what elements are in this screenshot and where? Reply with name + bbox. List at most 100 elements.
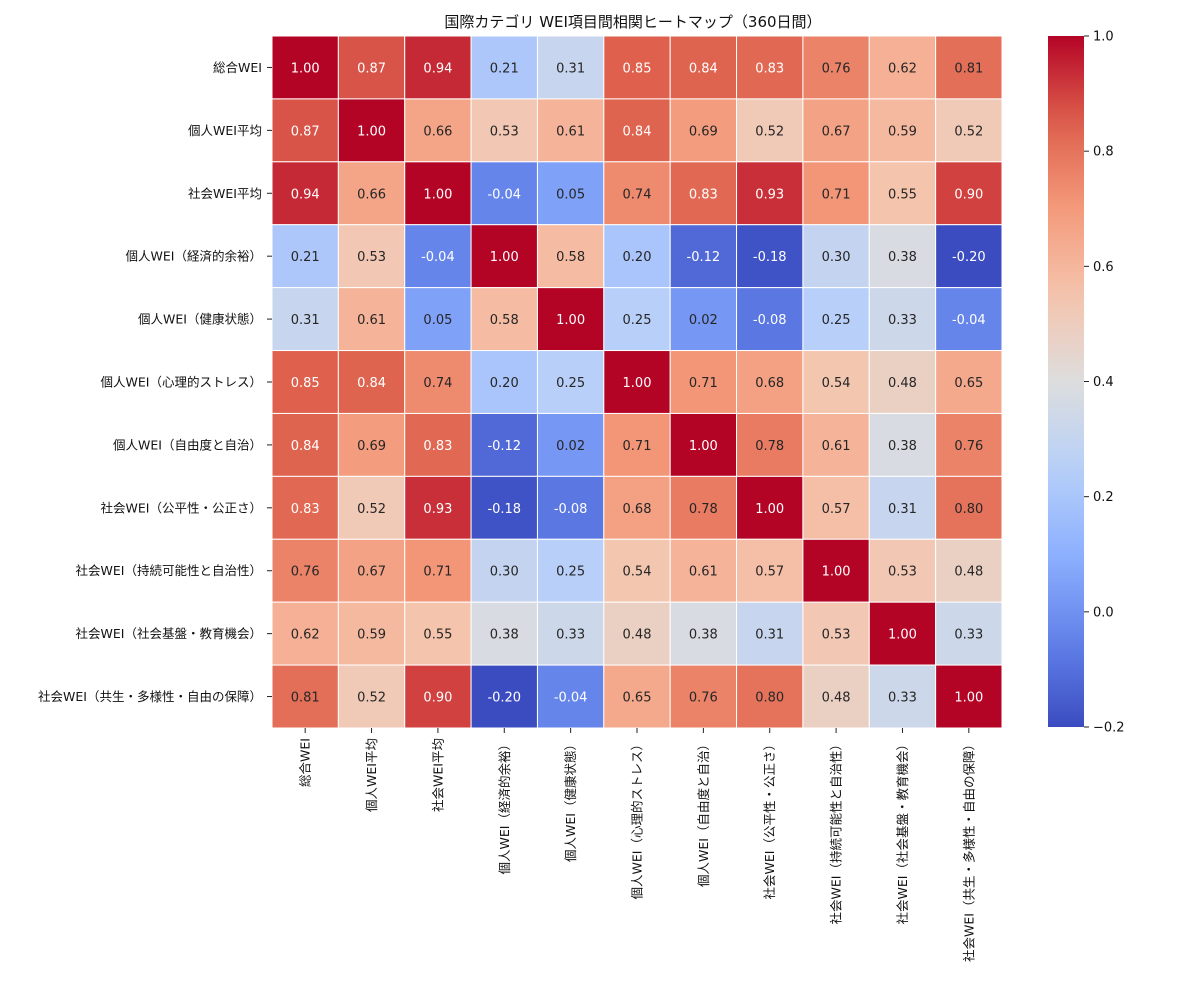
cell-value-label: 0.61 (689, 565, 718, 580)
cell-value-label: 0.38 (888, 439, 917, 454)
heatmap-cell (736, 538, 804, 603)
cell-value-label: 0.58 (556, 250, 585, 265)
heatmap-cell (536, 224, 605, 289)
x-tick-label: 個人WEI（心理的ストレス） (630, 738, 645, 899)
heatmap-cell (337, 475, 406, 540)
heatmap-cell (868, 475, 937, 540)
cell-value-label: 0.74 (423, 376, 452, 391)
cell-value-label: 0.30 (490, 565, 519, 580)
heatmap-cell (470, 412, 538, 477)
y-tick-label: 社会WEI（持続可能性と自治性） (76, 563, 262, 578)
cell-value-label: 0.67 (822, 124, 851, 139)
heatmap-cell (868, 35, 937, 100)
cell-value-label: 0.59 (357, 628, 386, 643)
heatmap-cell (603, 224, 671, 289)
x-tick-label: 個人WEI（経済的余裕） (497, 738, 512, 874)
cell-value-label: 0.33 (954, 628, 983, 643)
cell-value-label: 0.83 (689, 187, 718, 202)
heatmap-cell (404, 412, 472, 477)
y-tick-label: 社会WEI（公平性・公正さ） (101, 500, 262, 515)
cell-value-label: 0.68 (623, 502, 652, 517)
cell-value-label: 1.00 (556, 313, 585, 328)
cell-value-label: -0.08 (554, 502, 588, 517)
heatmap-cell (536, 161, 605, 226)
y-tick-label: 総合WEI (213, 60, 262, 75)
cell-value-label: -0.08 (753, 313, 787, 328)
y-tick-label: 社会WEI（共生・多様性・自由の保障） (38, 689, 262, 704)
colorbar-tick-label: −0.2 (1093, 721, 1125, 736)
cell-value-label: 0.76 (822, 61, 851, 76)
cell-value-label: 0.65 (954, 376, 983, 391)
cell-value-label: 0.33 (888, 313, 917, 328)
cell-value-label: 0.69 (357, 439, 386, 454)
heatmap-cell (271, 475, 339, 540)
heatmap-cell (603, 601, 671, 666)
cell-value-label: 0.71 (689, 376, 718, 391)
cell-value-label: -0.04 (421, 250, 455, 265)
y-tick-label: 個人WEI（健康状態） (138, 312, 262, 327)
cell-value-label: 0.31 (888, 502, 917, 517)
cell-value-label: 1.00 (888, 628, 917, 643)
x-tick-label: 社会WEI（公平性・公正さ） (762, 738, 777, 899)
cell-value-label: 0.25 (822, 313, 851, 328)
heatmap-cell (802, 601, 870, 666)
cell-value-label: 1.00 (755, 502, 784, 517)
x-tick-label: 個人WEI平均 (364, 738, 379, 812)
heatmap-cell (536, 98, 605, 163)
cell-value-label: 0.81 (291, 691, 320, 706)
heatmap-cell (935, 224, 1003, 289)
cell-value-label: 0.61 (556, 124, 585, 139)
heatmap-cell (337, 287, 406, 352)
x-tick-label: 個人WEI（健康状態） (563, 738, 578, 862)
heatmap-cell (470, 35, 538, 100)
cell-value-label: 0.05 (423, 313, 452, 328)
cell-value-label: 0.83 (423, 439, 452, 454)
cell-value-label: 0.57 (755, 565, 784, 580)
cell-value-label: 0.25 (623, 313, 652, 328)
heatmap-cell (935, 161, 1003, 226)
heatmap-cell (868, 287, 937, 352)
x-tick-label: 社会WEI（持続可能性と自治性） (829, 738, 844, 924)
cell-value-label: 0.83 (291, 502, 320, 517)
heatmap-cell (802, 98, 870, 163)
cell-value-label: 0.54 (822, 376, 851, 391)
cell-value-label: 0.67 (357, 565, 386, 580)
cell-value-label: 0.90 (423, 691, 452, 706)
heatmap-cell (736, 35, 804, 100)
cell-value-label: 0.66 (357, 187, 386, 202)
cell-value-label: 0.05 (556, 187, 585, 202)
heatmap-cell (935, 538, 1003, 603)
y-tick-label: 社会WEI平均 (188, 186, 262, 201)
heatmap-cell (802, 161, 870, 226)
cell-value-label: 0.83 (755, 61, 784, 76)
cell-value-label: 0.84 (689, 61, 718, 76)
heatmap-cell (868, 664, 937, 729)
cell-value-label: 0.53 (490, 124, 519, 139)
heatmap-cell (470, 475, 538, 540)
heatmap-cells: 1.00 0.87 0.94 0.21 0.31 0.85 0.84 0.83 0.76 0.62… (271, 35, 1003, 729)
heatmap-cell (935, 287, 1003, 352)
cell-value-label: 0.38 (689, 628, 718, 643)
cell-value-label: 0.52 (357, 502, 386, 517)
heatmap-cell (404, 161, 472, 226)
heatmap-cell (669, 98, 738, 163)
heatmap-cell (669, 538, 738, 603)
cell-value-label: 0.48 (888, 376, 917, 391)
cell-value-label: -0.12 (687, 250, 721, 265)
cell-value-label: 0.61 (822, 439, 851, 454)
heatmap-cell (935, 601, 1003, 666)
colorbar-tick-label: 0.2 (1093, 490, 1114, 505)
cell-value-label: 0.93 (423, 502, 452, 517)
colorbar-tick-label: 0.6 (1093, 260, 1114, 275)
cell-value-label: 0.53 (822, 628, 851, 643)
cell-value-label: 1.00 (623, 376, 652, 391)
cell-value-label: 0.87 (357, 61, 386, 76)
colorbar: −0.2 0.0 0.2 0.4 0.6 0.8 1.0 (1048, 30, 1125, 736)
heatmap-cell (536, 601, 605, 666)
cell-value-label: 0.21 (291, 250, 320, 265)
y-tick-label: 個人WEI（経済的余裕） (126, 249, 262, 264)
heatmap-cell (337, 664, 406, 729)
heatmap-cell (935, 35, 1003, 100)
x-tick-label: 社会WEI平均 (430, 738, 445, 812)
